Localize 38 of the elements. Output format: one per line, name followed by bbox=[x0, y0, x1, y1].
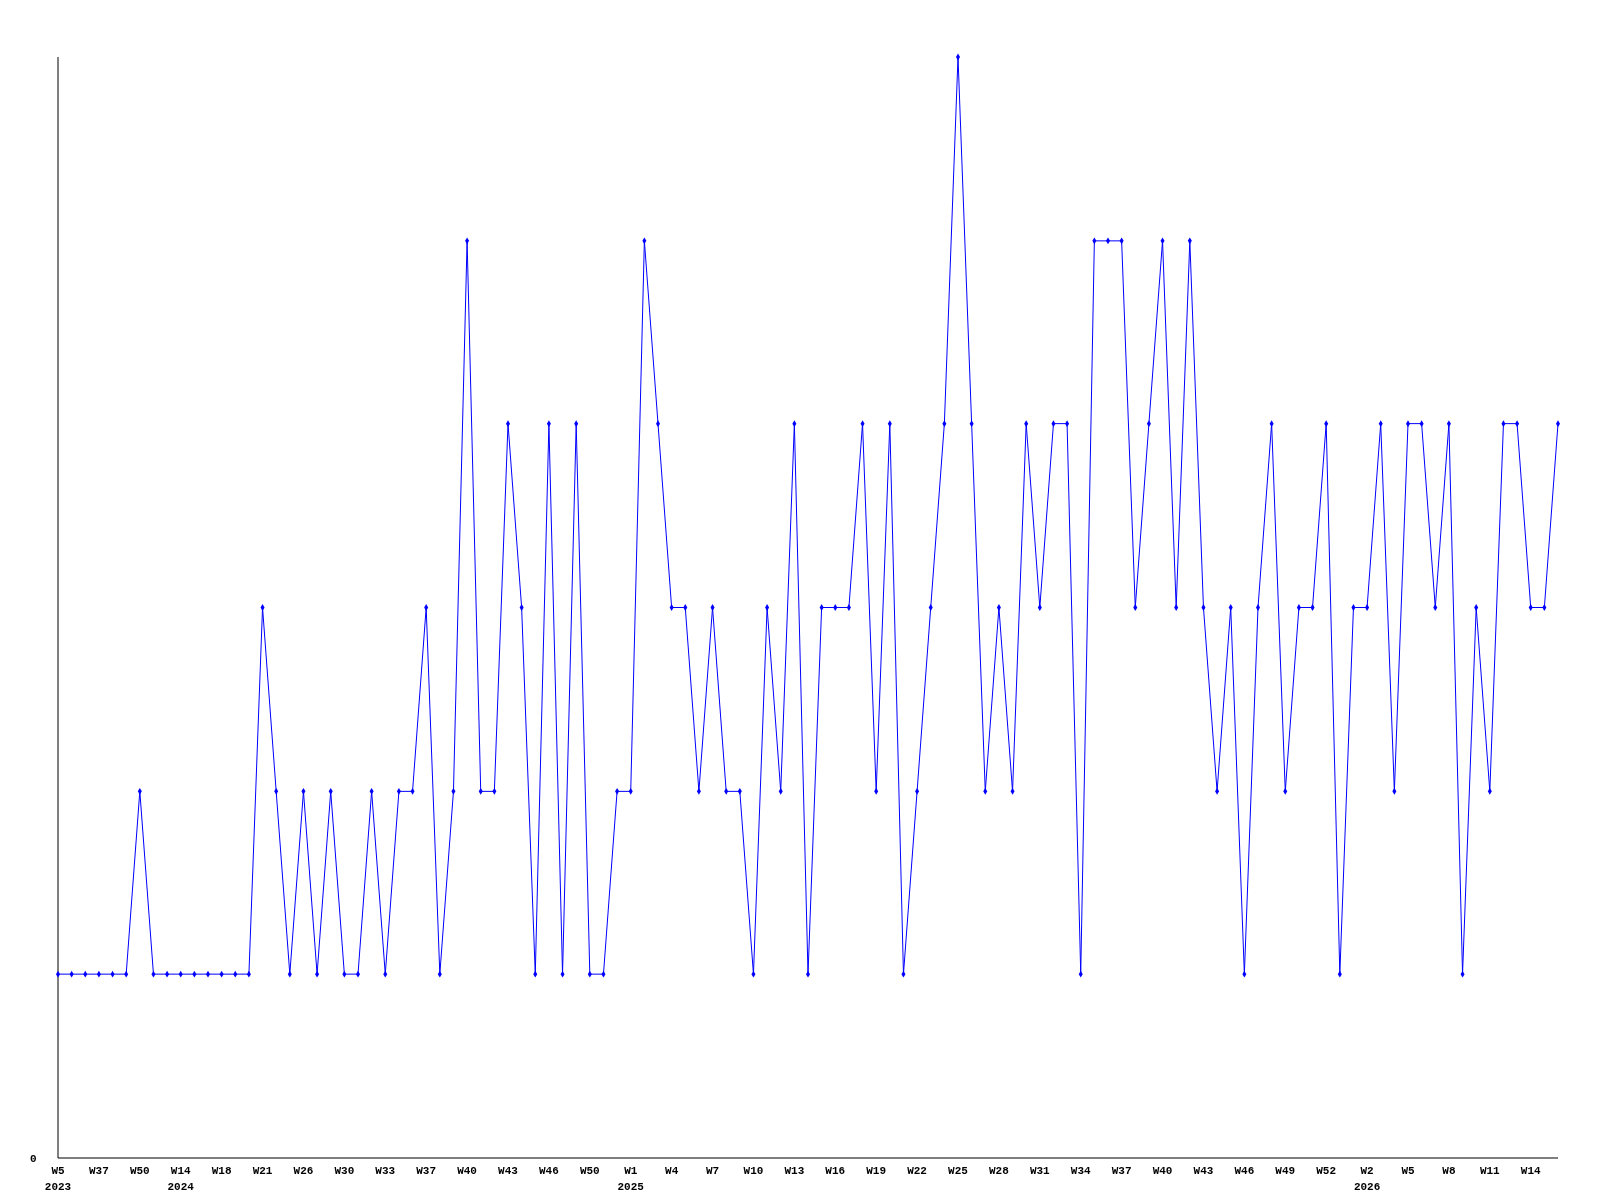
x-tick-label: W28 bbox=[989, 1165, 1010, 1177]
x-tick-label: W43 bbox=[1193, 1165, 1214, 1177]
x-tick-label: W18 bbox=[211, 1165, 232, 1177]
x-tick-label: W46 bbox=[1234, 1165, 1255, 1177]
x-tick-label: W25 bbox=[948, 1165, 969, 1177]
x-tick-label: W2 2026 bbox=[1353, 1165, 1381, 1193]
x-tick-label: W49 bbox=[1275, 1165, 1296, 1177]
x-tick-label: W19 bbox=[866, 1165, 887, 1177]
x-tick-label: W31 bbox=[1029, 1165, 1051, 1177]
x-tick-label: W50 bbox=[579, 1165, 600, 1177]
x-tick-label: W37 bbox=[1111, 1165, 1132, 1177]
x-tick-label: W40 bbox=[1152, 1165, 1173, 1177]
x-tick-label: W40 bbox=[457, 1165, 477, 1177]
x-tick-label: W50 bbox=[129, 1165, 150, 1177]
x-tick-label: W4 bbox=[665, 1165, 679, 1177]
x-tick-label: W13 bbox=[784, 1165, 805, 1177]
x-tick-label: W10 bbox=[743, 1165, 764, 1177]
x-tick-label: W46 bbox=[539, 1165, 559, 1177]
x-tick-label: W33 bbox=[375, 1165, 396, 1177]
x-tick-label: W14 bbox=[1520, 1165, 1542, 1177]
x-tick-label: W8 bbox=[1442, 1165, 1456, 1177]
x-tick-label: W21 bbox=[252, 1165, 273, 1177]
x-tick-label: W34 bbox=[1070, 1165, 1092, 1177]
x-tick-label: W1 2025 bbox=[617, 1165, 645, 1193]
x-tick-label: W5 bbox=[1401, 1165, 1415, 1177]
x-tick-label: W52 bbox=[1316, 1165, 1337, 1177]
x-tick-label: W16 bbox=[825, 1165, 846, 1177]
x-tick-label: W43 bbox=[498, 1165, 519, 1177]
x-tick-label: W30 bbox=[334, 1165, 355, 1177]
x-tick-label: W7 bbox=[705, 1165, 720, 1177]
x-tick-label: W14 2024 bbox=[167, 1165, 195, 1193]
x-tick-label: W11 bbox=[1479, 1165, 1501, 1177]
x-tick-label: W5 2023 bbox=[44, 1165, 72, 1193]
x-tick-label: W26 bbox=[293, 1165, 314, 1177]
text: 0 bbox=[30, 1153, 37, 1165]
x-tick-label: W37 bbox=[89, 1165, 109, 1177]
x-tick-label: W37 bbox=[416, 1165, 437, 1177]
x-tick-label: W22 bbox=[907, 1165, 927, 1177]
